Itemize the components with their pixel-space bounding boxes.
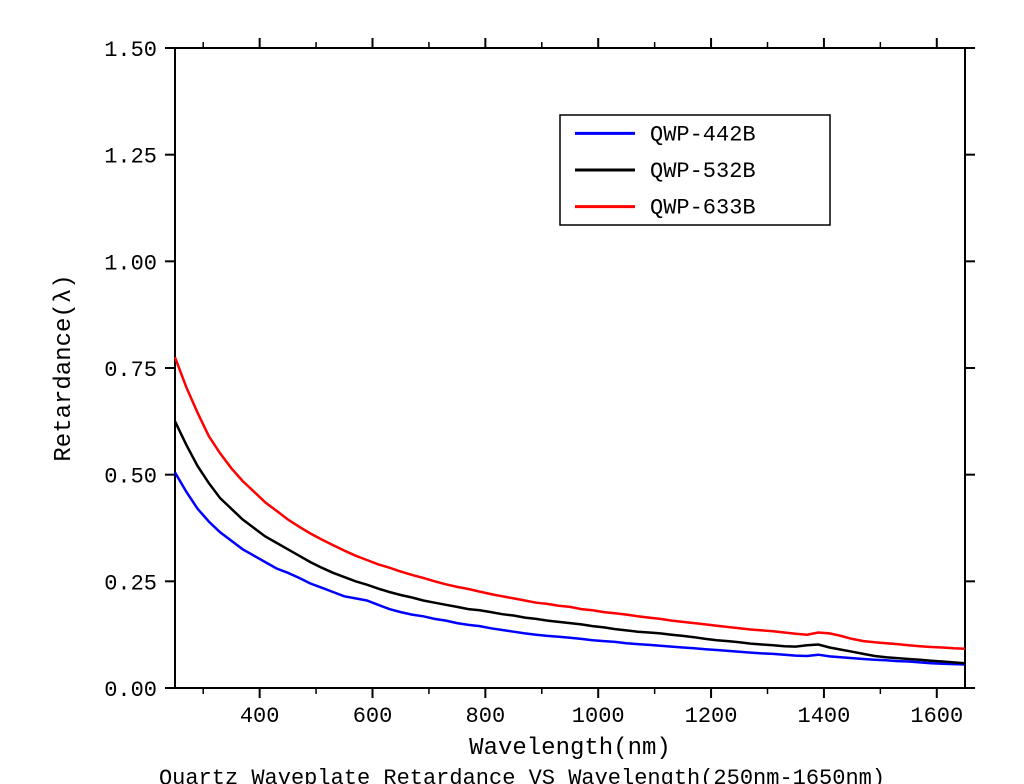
- y-tick-label: 0.75: [104, 358, 157, 383]
- x-tick-label: 1600: [910, 704, 963, 729]
- y-tick-label: 1.50: [104, 38, 157, 63]
- line-chart: 400 600 800 1000 1200 1400 1600 0.00 0.25 0.50 0.7…: [0, 0, 1024, 784]
- chart-caption: Quartz Waveplate Retardance VS Wavelengt…: [159, 766, 885, 784]
- x-tick-label: 600: [353, 704, 393, 729]
- legend-label: QWP-633B: [650, 196, 756, 221]
- series-QWP-633B: [175, 357, 965, 648]
- series-QWP-532B: [175, 421, 965, 663]
- x-tick-label: 1200: [685, 704, 738, 729]
- y-tick-label: 1.25: [104, 145, 157, 170]
- x-tick-label: 800: [466, 704, 506, 729]
- x-tick-label: 1400: [798, 704, 851, 729]
- series-QWP-442B: [175, 473, 965, 665]
- x-axis-label: Wavelength(nm): [469, 735, 671, 762]
- y-tick-label: 0.00: [104, 678, 157, 703]
- chart-container: 400 600 800 1000 1200 1400 1600 0.00 0.25 0.50 0.7…: [0, 0, 1024, 784]
- x-tick-label: 1000: [572, 704, 625, 729]
- y-tick-label: 1.00: [104, 251, 157, 276]
- y-axis-label: Retardance(λ): [51, 274, 78, 461]
- x-tick-label: 400: [240, 704, 280, 729]
- y-tick-label: 0.50: [104, 465, 157, 490]
- plot-border: [175, 48, 965, 688]
- legend-label: QWP-532B: [650, 159, 756, 184]
- y-tick-label: 0.25: [104, 571, 157, 596]
- legend-label: QWP-442B: [650, 122, 756, 147]
